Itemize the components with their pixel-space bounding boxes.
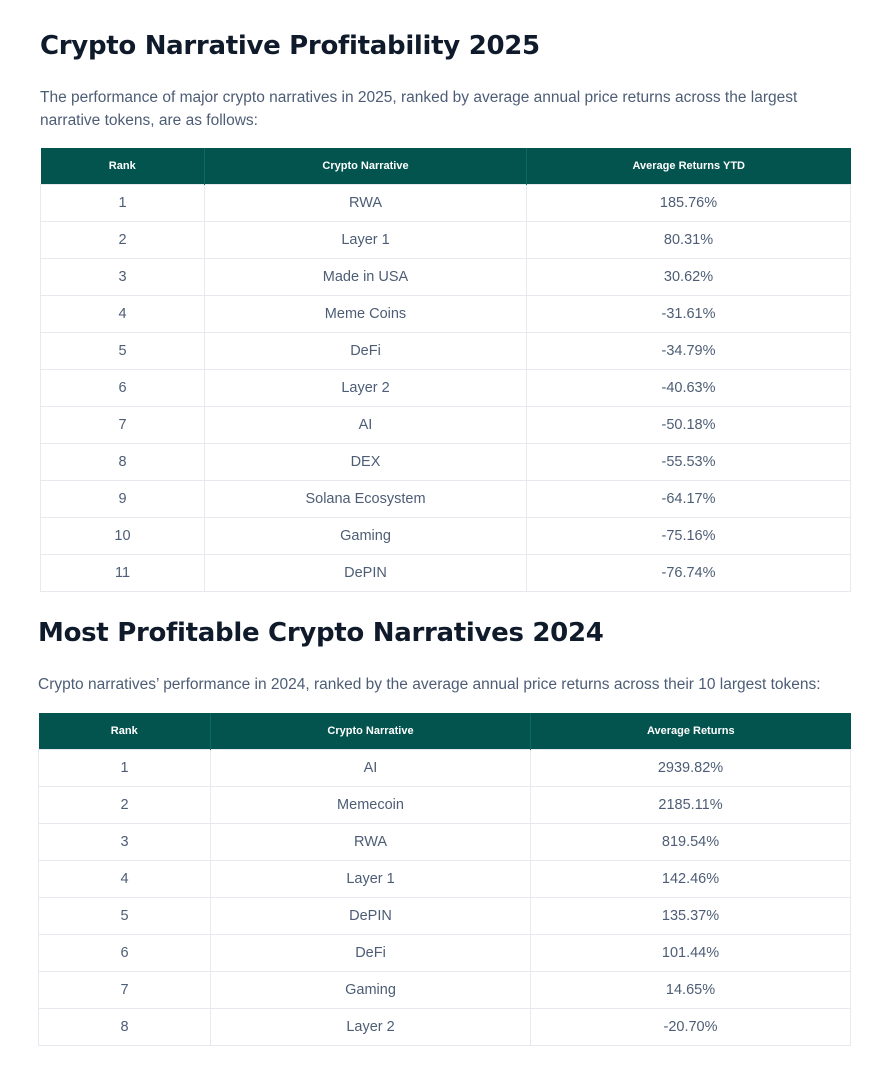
table-header-row: Rank Crypto Narrative Average Returns YT… <box>40 148 851 185</box>
table-row: 5 DePIN 135.37% <box>38 897 851 935</box>
narrative-cell: Memecoin <box>210 786 531 824</box>
rank-cell: 5 <box>38 897 211 935</box>
table-row: 2 Layer 1 80.31% <box>40 221 851 259</box>
rank-cell: 11 <box>40 554 205 592</box>
rank-cell: 4 <box>38 860 211 898</box>
intro-2025: The performance of major crypto narrativ… <box>40 89 798 129</box>
table-row: 3 RWA 819.54% <box>38 823 851 861</box>
rank-cell: 2 <box>38 786 211 824</box>
narrative-cell: DEX <box>204 443 527 481</box>
rank-cell: 3 <box>38 823 211 861</box>
table-row: 10 Gaming -75.16% <box>40 517 851 555</box>
returns-cell: -40.63% <box>526 369 851 407</box>
table-row: 6 Layer 2 -40.63% <box>40 369 851 407</box>
narrative-cell: DeFi <box>210 934 531 972</box>
returns-cell: 819.54% <box>530 823 851 861</box>
narrative-cell: Gaming <box>210 971 531 1009</box>
returns-cell: 14.65% <box>530 971 851 1009</box>
rank-cell: 7 <box>40 406 205 444</box>
narrative-cell: AI <box>210 749 531 787</box>
page-title-2025: Crypto Narrative Profitability 2025 <box>40 31 540 61</box>
page-title-2024: Most Profitable Crypto Narratives 2024 <box>38 618 604 648</box>
narrative-cell: Layer 1 <box>210 860 531 898</box>
rank-cell: 8 <box>40 443 205 481</box>
table-row: 7 Gaming 14.65% <box>38 971 851 1009</box>
narrative-cell: Gaming <box>204 517 527 555</box>
table-body: 1 RWA 185.76% 2 Layer 1 80.31% 3 Made in USA 30.… <box>40 184 851 592</box>
table-row: 3 Made in USA 30.62% <box>40 258 851 296</box>
returns-cell: -50.18% <box>526 406 851 444</box>
narrative-cell: RWA <box>204 184 527 222</box>
rank-cell: 2 <box>40 221 205 259</box>
returns-cell: 30.62% <box>526 258 851 296</box>
narrative-cell: AI <box>204 406 527 444</box>
returns-cell: -64.17% <box>526 480 851 518</box>
rank-cell: 1 <box>40 184 205 222</box>
table-row: 1 RWA 185.76% <box>40 184 851 222</box>
narrative-cell: Solana Ecosystem <box>204 480 527 518</box>
returns-cell: 2185.11% <box>530 786 851 824</box>
rank-cell: 9 <box>40 480 205 518</box>
returns-cell: 2939.82% <box>530 749 851 787</box>
narrative-cell: DePIN <box>204 554 527 592</box>
table-row: 4 Meme Coins -31.61% <box>40 295 851 333</box>
table-row: 11 DePIN -76.74% <box>40 554 851 592</box>
narrative-cell: DeFi <box>204 332 527 370</box>
narrative-cell: Meme Coins <box>204 295 527 333</box>
table-row: 8 DEX -55.53% <box>40 443 851 481</box>
header-rank: Rank <box>38 713 211 750</box>
returns-cell: -76.74% <box>526 554 851 592</box>
narrative-cell: DePIN <box>210 897 531 935</box>
rank-cell: 5 <box>40 332 205 370</box>
rank-cell: 6 <box>40 369 205 407</box>
rank-cell: 10 <box>40 517 205 555</box>
returns-cell: 101.44% <box>530 934 851 972</box>
narrative-cell: Layer 1 <box>204 221 527 259</box>
header-narrative: Crypto Narrative <box>204 148 527 185</box>
returns-cell: 135.37% <box>530 897 851 935</box>
table-body: 1 AI 2939.82% 2 Memecoin 2185.11% 3 RWA 819.54% 4… <box>38 749 851 1046</box>
returns-cell: 80.31% <box>526 221 851 259</box>
returns-cell: 185.76% <box>526 184 851 222</box>
intro-2024: Crypto narratives’ performance in 2024, … <box>38 676 821 693</box>
rank-cell: 7 <box>38 971 211 1009</box>
returns-cell: -20.70% <box>530 1008 851 1046</box>
table-row: 5 DeFi -34.79% <box>40 332 851 370</box>
narrative-cell: Layer 2 <box>210 1008 531 1046</box>
header-rank: Rank <box>40 148 205 185</box>
rank-cell: 1 <box>38 749 211 787</box>
rank-cell: 4 <box>40 295 205 333</box>
narrative-cell: Layer 2 <box>204 369 527 407</box>
table-row: 2 Memecoin 2185.11% <box>38 786 851 824</box>
rank-cell: 8 <box>38 1008 211 1046</box>
table-row: 4 Layer 1 142.46% <box>38 860 851 898</box>
header-returns: Average Returns <box>530 713 851 750</box>
table-header-row: Rank Crypto Narrative Average Returns <box>38 713 851 750</box>
narrative-cell: Made in USA <box>204 258 527 296</box>
header-returns: Average Returns YTD <box>526 148 851 185</box>
returns-cell: -75.16% <box>526 517 851 555</box>
returns-cell: -34.79% <box>526 332 851 370</box>
rank-cell: 6 <box>38 934 211 972</box>
returns-cell: 142.46% <box>530 860 851 898</box>
table-row: 9 Solana Ecosystem -64.17% <box>40 480 851 518</box>
returns-cell: -55.53% <box>526 443 851 481</box>
narrative-cell: RWA <box>210 823 531 861</box>
header-narrative: Crypto Narrative <box>210 713 531 750</box>
rank-cell: 3 <box>40 258 205 296</box>
table-row: 6 DeFi 101.44% <box>38 934 851 972</box>
table-row: 8 Layer 2 -20.70% <box>38 1008 851 1046</box>
table-row: 7 AI -50.18% <box>40 406 851 444</box>
table-row: 1 AI 2939.82% <box>38 749 851 787</box>
narrative-table-2025: Rank Crypto Narrative Average Returns YT… <box>40 148 851 592</box>
returns-cell: -31.61% <box>526 295 851 333</box>
